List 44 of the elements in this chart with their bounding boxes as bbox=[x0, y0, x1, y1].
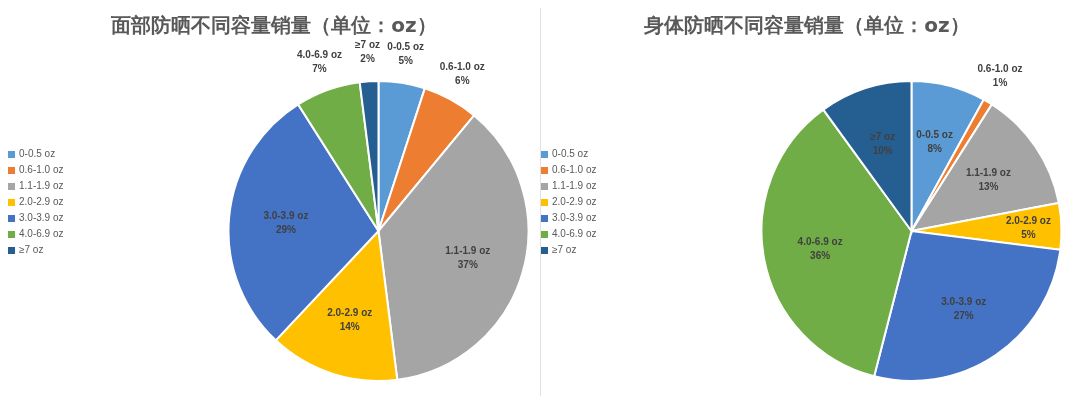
slice-label: 3.0-3.9 oz bbox=[263, 210, 309, 222]
data-label: 27% bbox=[953, 309, 974, 321]
legend-label: 4.0-6.9 oz bbox=[552, 228, 597, 239]
legend-label: 3.0-3.9 oz bbox=[552, 212, 597, 223]
slice-label: 4.0-6.9 oz bbox=[797, 236, 843, 248]
data-label: 5% bbox=[1021, 229, 1036, 241]
data-label: 5% bbox=[398, 55, 414, 67]
data-label: 10% bbox=[872, 144, 893, 156]
data-label: 13% bbox=[978, 180, 999, 192]
legend-label: 1.1-1.9 oz bbox=[19, 180, 64, 191]
chart-title: 面部防晒不同容量销量（单位：oz） bbox=[110, 12, 438, 39]
slice-label: 1.1-1.9 oz bbox=[965, 166, 1011, 178]
data-label: 2% bbox=[360, 53, 375, 65]
data-label: 29% bbox=[275, 224, 297, 236]
slice-label: ≥7 oz bbox=[355, 39, 381, 51]
legend-label: 2.0-2.9 oz bbox=[19, 196, 64, 207]
legend-label: 4.0-6.9 oz bbox=[19, 228, 64, 239]
legend-label: 0.6-1.0 oz bbox=[552, 164, 597, 175]
data-label: 7% bbox=[312, 63, 327, 75]
legend-label: 3.0-3.9 oz bbox=[19, 212, 64, 223]
data-label: 36% bbox=[810, 250, 831, 262]
data-label: 37% bbox=[457, 258, 478, 270]
slice-label: 0-0.5 oz bbox=[916, 128, 953, 140]
data-label: 1% bbox=[992, 77, 1008, 89]
slice-label: 3.0-3.9 oz bbox=[941, 295, 987, 307]
slice-label: 2.0-2.9 oz bbox=[1005, 215, 1051, 227]
slice-label: 0.6-1.0 oz bbox=[439, 60, 485, 72]
data-label: 14% bbox=[339, 321, 360, 333]
legend-label: ≥7 oz bbox=[19, 244, 44, 255]
slice-label: 2.0-2.9 oz bbox=[327, 307, 373, 319]
chart-title: 身体防晒不同容量销量（单位：oz） bbox=[643, 12, 971, 39]
slice-label: 0-0.5 oz bbox=[387, 41, 425, 53]
legend-label: 0.6-1.0 oz bbox=[19, 164, 64, 175]
legend-label: 0-0.5 oz bbox=[552, 148, 589, 159]
slice-label: 4.0-6.9 oz bbox=[297, 49, 343, 61]
data-label: 6% bbox=[455, 74, 470, 86]
slice-label: ≥7 oz bbox=[870, 130, 896, 142]
legend-label: 1.1-1.9 oz bbox=[552, 180, 597, 191]
legend-label: 2.0-2.9 oz bbox=[552, 196, 597, 207]
data-label: 8% bbox=[927, 142, 942, 154]
legend-label: ≥7 oz bbox=[552, 244, 577, 255]
slice-label: 0.6-1.0 oz bbox=[977, 63, 1023, 75]
slice-label: 1.1-1.9 oz bbox=[445, 244, 491, 256]
legend-label: 0-0.5 oz bbox=[19, 148, 56, 159]
